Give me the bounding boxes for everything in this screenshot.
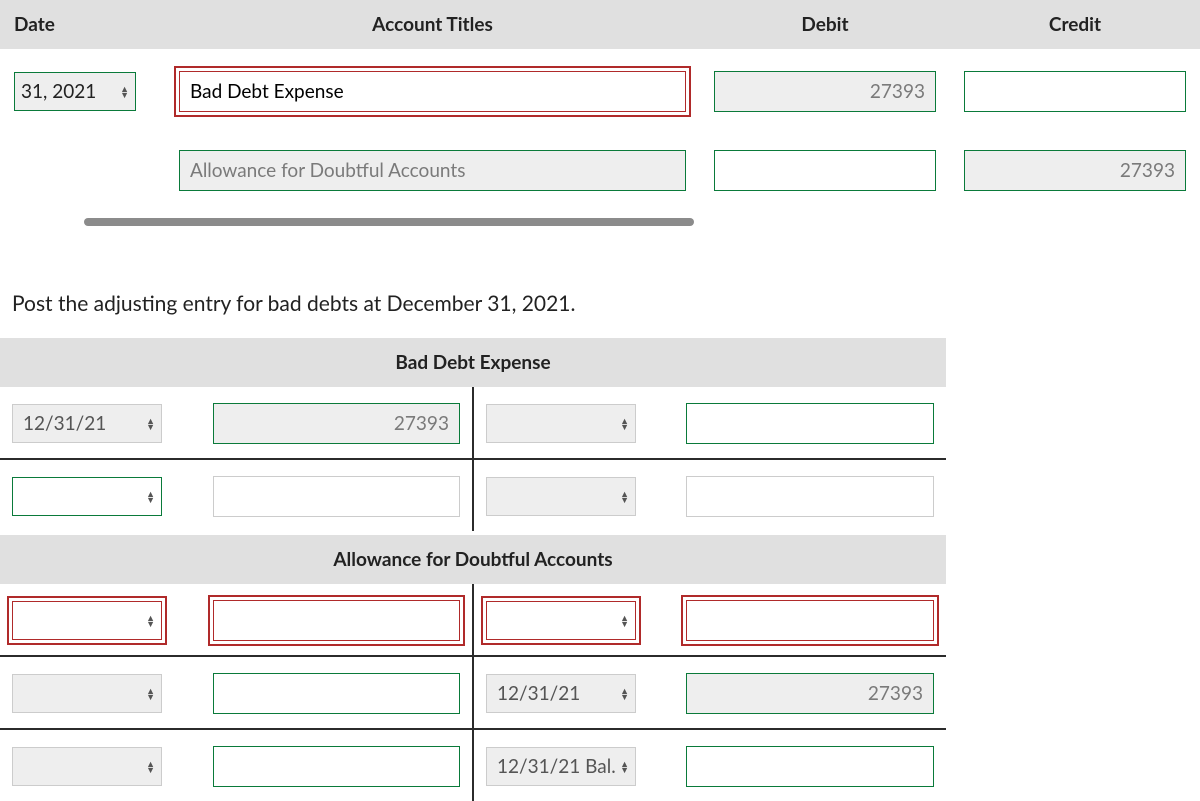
stepper-icon	[146, 418, 155, 430]
account-title-input[interactable]	[179, 150, 686, 191]
t-account-allowance-doubtful: Allowance for Doubtful Accounts 12/31/21…	[0, 535, 946, 801]
journal-table: Date Account Titles Debit Credit 31, 202…	[0, 0, 1200, 209]
t-date-select[interactable]	[486, 601, 636, 640]
t-account-title: Allowance for Doubtful Accounts	[0, 535, 946, 584]
t-date-value: 12/31/21 Bal.	[497, 755, 616, 778]
t-date-value	[23, 755, 28, 778]
account-title-input[interactable]	[179, 71, 686, 112]
t-amount-input[interactable]	[686, 476, 934, 517]
t-account-title: Bad Debt Expense	[0, 338, 946, 387]
t-amount-input[interactable]	[686, 600, 934, 641]
horizontal-scrollbar[interactable]	[0, 215, 1200, 229]
t-date-select[interactable]: 12/31/21	[486, 674, 636, 713]
t-date-select[interactable]: 12/31/21 Bal.	[486, 747, 636, 786]
t-date-value	[497, 485, 502, 508]
t-date-value	[497, 412, 502, 435]
col-header-title: Account Titles	[165, 0, 700, 51]
t-date-select[interactable]	[12, 477, 162, 516]
scrollbar-thumb[interactable]	[84, 218, 694, 226]
stepper-icon	[620, 615, 629, 627]
t-amount-input[interactable]	[686, 403, 934, 444]
col-header-date: Date	[0, 0, 165, 51]
col-header-credit: Credit	[950, 0, 1200, 51]
stepper-icon	[620, 688, 629, 700]
credit-input[interactable]	[964, 71, 1186, 112]
date-value: 31, 2021	[21, 80, 96, 103]
debit-input[interactable]	[714, 150, 936, 191]
t-amount-input[interactable]	[213, 746, 460, 787]
stepper-icon	[146, 615, 155, 627]
t-amount-input[interactable]	[213, 476, 460, 517]
debit-input[interactable]	[714, 71, 936, 112]
credit-input[interactable]	[964, 150, 1186, 191]
t-amount-input[interactable]	[686, 746, 934, 787]
stepper-icon	[620, 761, 629, 773]
stepper-icon	[146, 761, 155, 773]
t-amount-input[interactable]	[686, 673, 934, 714]
t-date-select[interactable]	[12, 601, 162, 640]
stepper-icon	[146, 688, 155, 700]
t-account-bad-debt-expense: Bad Debt Expense 12/31/21	[0, 338, 946, 531]
t-date-value	[497, 609, 502, 632]
stepper-icon	[620, 418, 629, 430]
t-date-value	[23, 682, 28, 705]
t-amount-input[interactable]	[213, 403, 460, 444]
stepper-icon	[146, 491, 155, 503]
t-amount-input[interactable]	[213, 673, 460, 714]
t-date-select[interactable]	[12, 674, 162, 713]
posting-instruction: Post the adjusting entry for bad debts a…	[12, 291, 1200, 316]
col-header-debit: Debit	[700, 0, 950, 51]
t-date-select[interactable]	[486, 477, 636, 516]
t-date-select[interactable]	[486, 404, 636, 443]
t-date-select[interactable]: 12/31/21	[12, 404, 162, 443]
t-date-value: 12/31/21	[497, 682, 580, 705]
stepper-icon	[620, 491, 629, 503]
date-select[interactable]: 31, 2021	[14, 72, 136, 111]
t-date-value: 12/31/21	[23, 412, 106, 435]
t-date-select[interactable]	[12, 747, 162, 786]
t-date-value	[23, 609, 28, 632]
t-date-value	[23, 485, 28, 508]
stepper-icon	[120, 86, 129, 98]
t-amount-input[interactable]	[213, 600, 460, 641]
